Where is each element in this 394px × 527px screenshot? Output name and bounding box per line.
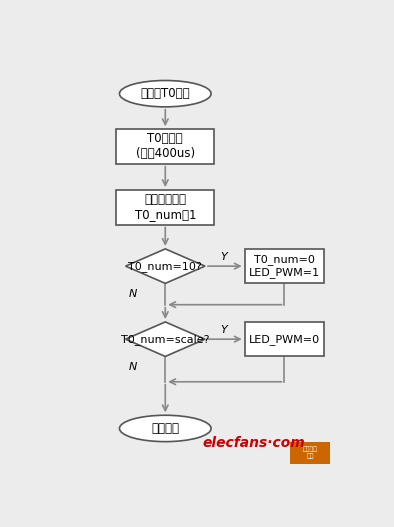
Text: Y: Y <box>220 325 227 335</box>
Text: N: N <box>128 362 137 372</box>
Bar <box>245 249 324 284</box>
Bar <box>290 442 330 464</box>
Text: N: N <box>128 288 137 298</box>
Polygon shape <box>126 322 205 356</box>
Text: elecfans·com: elecfans·com <box>203 436 305 450</box>
Text: T0_num=scale?: T0_num=scale? <box>121 334 210 345</box>
Text: T0_num=0
LED_PWM=1: T0_num=0 LED_PWM=1 <box>249 255 320 278</box>
Text: 定时器T0中断: 定时器T0中断 <box>141 87 190 100</box>
Bar <box>117 190 214 225</box>
Text: 定时中断次数
T0_num加1: 定时中断次数 T0_num加1 <box>134 193 196 221</box>
Ellipse shape <box>119 81 211 107</box>
Polygon shape <box>126 249 205 284</box>
Ellipse shape <box>119 415 211 442</box>
Text: LED_PWM=0: LED_PWM=0 <box>249 334 320 345</box>
Bar <box>117 129 214 164</box>
Text: Y: Y <box>220 252 227 262</box>
Text: T0赋初值
(定时400us): T0赋初值 (定时400us) <box>136 132 195 160</box>
Text: 中断返回: 中断返回 <box>151 422 179 435</box>
Text: T0_num=10?: T0_num=10? <box>128 261 202 271</box>
Text: 电子工程
世界: 电子工程 世界 <box>303 447 318 459</box>
Bar <box>245 322 324 356</box>
